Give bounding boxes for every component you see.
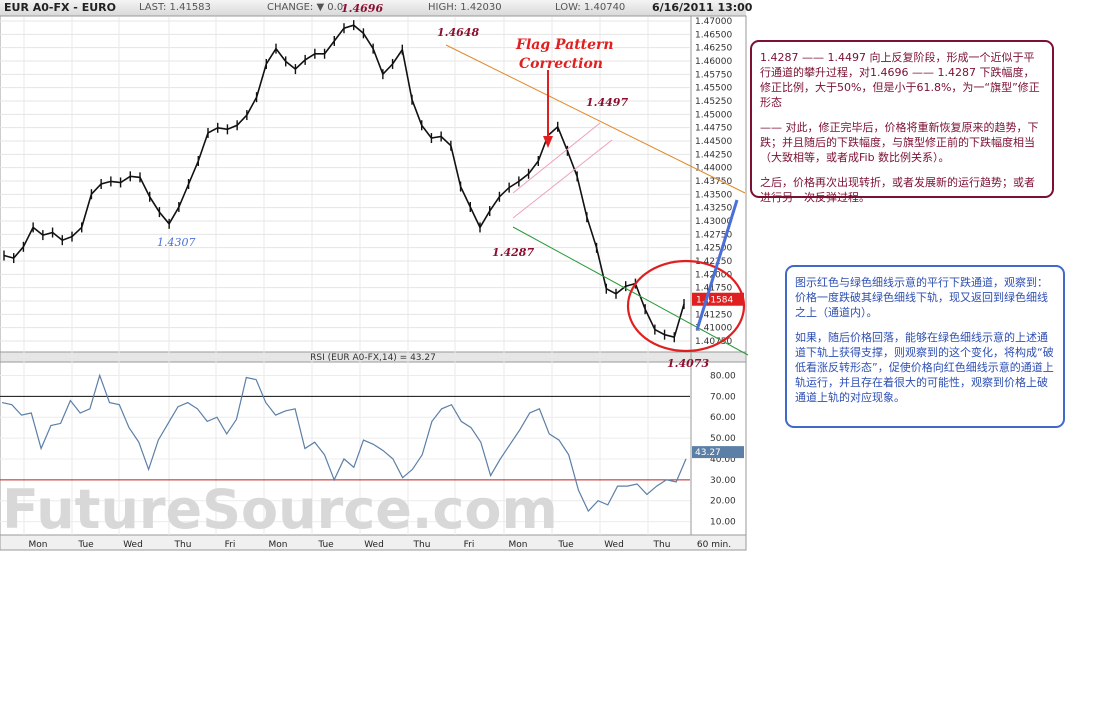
time-tick-label: Mon	[509, 540, 528, 550]
price-tick-label: 1.45000	[695, 110, 732, 120]
time-tick-label: Fri	[464, 540, 475, 550]
time-tick-label: Thu	[413, 540, 431, 550]
time-tick-label: Wed	[364, 540, 384, 550]
price-tick-label: 1.43500	[695, 190, 732, 200]
rsi-title-bar	[0, 351, 747, 363]
chart-border	[0, 15, 747, 551]
time-tick-label: Wed	[123, 540, 143, 550]
time-tick-label: Fri	[225, 540, 236, 550]
note-top-paragraph-2: —— 对此，修正完毕后，价格将重新恢复原来的趋势，下跌；并且随后的下跌幅度，与旗…	[760, 121, 1039, 164]
price-tick-label: 1.44000	[695, 164, 732, 174]
low-readout: LOW: 1.40740	[555, 2, 626, 13]
rsi-tick-label: 20.00	[710, 497, 736, 507]
watermark-layer: FutureSource.com	[2, 478, 558, 541]
price-tick-label: 1.41750	[695, 284, 732, 294]
price-series-layer	[3, 20, 685, 343]
flag-lower-line	[512, 139, 613, 219]
price-tick-label: 1.42500	[695, 244, 732, 254]
price-tick-label: 1.45750	[695, 70, 732, 80]
flag-title-line-2: Correction	[519, 56, 603, 72]
price-tick-label: 1.42750	[695, 230, 732, 240]
time-tick-label: 60 min.	[697, 540, 731, 550]
channel-upper-orange-line	[445, 44, 746, 194]
projection-arrow	[695, 199, 739, 331]
price-tick-label: 1.43750	[695, 177, 732, 187]
overlay-layer: 1.4696 1.4648 1.4497 1.4287 1.4307 1.4073 Flag…	[157, 2, 749, 370]
axis-layer: 1.47000 1.46500 1.46250 1.46000 1.45750 1.455…	[29, 17, 744, 550]
rsi-tag-bg	[692, 446, 744, 459]
rsi-tick-label: 70.00	[710, 392, 736, 402]
change-readout: CHANGE: ▼ 0.0	[267, 2, 344, 13]
time-tick-label: Thu	[174, 540, 192, 550]
flag-upper-line	[512, 122, 601, 194]
time-axis-bar	[0, 534, 747, 551]
high-readout: HIGH: 1.42030	[428, 2, 502, 13]
symbol-title: EUR A0-FX - EURO	[4, 1, 116, 14]
highlight-circle	[626, 259, 746, 353]
price-tick-label: 1.42250	[695, 257, 732, 267]
rsi-tick-label: 50.00	[710, 434, 736, 444]
price-tick-label: 1.44250	[695, 150, 732, 160]
label-1-4696: 1.4696	[341, 2, 383, 15]
rsi-title: RSI (EUR A0-FX,14) = 43.27	[310, 353, 436, 363]
label-1-4497: 1.4497	[586, 96, 628, 109]
time-tick-label: Tue	[557, 540, 574, 550]
time-tick-label: Mon	[29, 540, 48, 550]
time-tick-label: Tue	[317, 540, 334, 550]
price-tick-label: 1.45250	[695, 97, 732, 107]
chart-header-bar: EUR A0-FX - EURO LAST: 1.41583 CHANGE: ▼…	[0, 0, 752, 17]
price-tick-label: 1.44750	[695, 124, 732, 134]
rsi-tick-label: 10.00	[710, 518, 736, 528]
price-tick-label: 1.47000	[695, 17, 732, 27]
rsi-series-layer	[1, 373, 687, 513]
price-tick-label: 1.46500	[695, 30, 732, 40]
price-tick-label: 1.41000	[695, 324, 732, 334]
rsi-tick-label: 60.00	[710, 413, 736, 423]
label-1-4307: 1.4307	[157, 236, 196, 249]
price-tick-label: 1.46250	[695, 44, 732, 54]
label-1-4073: 1.4073	[667, 357, 709, 370]
flag-title-line-1: Flag Pattern	[515, 37, 614, 53]
analysis-note-bottom: 图示红色与绿色细线示意的平行下跌通道，观察到：价格一度跌破其绿色细线下轨，现又返…	[785, 265, 1065, 428]
price-tick-label: 1.40750	[695, 337, 732, 347]
rsi-current-tag: 43.27	[695, 448, 721, 458]
price-tick-label: 1.46000	[695, 57, 732, 67]
last-price-tag: 1.41584	[696, 296, 733, 306]
price-tick-label: 1.43000	[695, 217, 732, 227]
time-tick-label: Thu	[653, 540, 671, 550]
flag-arrow-head	[543, 136, 553, 148]
note-bottom-paragraph-1: 图示红色与绿色细线示意的平行下跌通道，观察到：价格一度跌破其绿色细线下轨，现又返…	[795, 276, 1048, 319]
price-tick-label: 1.45500	[695, 84, 732, 94]
rsi-tick-label: 40.00	[710, 455, 736, 465]
rsi-tick-label: 30.00	[710, 476, 736, 486]
price-tick-label: 1.44500	[695, 137, 732, 147]
note-top-paragraph-1: 1.4287 —— 1.4497 向上反复阶段，形成一个近似于平行通道的攀升过程…	[760, 51, 1040, 109]
watermark: FutureSource.com	[2, 478, 558, 541]
price-tick-label: 1.43250	[695, 204, 732, 214]
time-tick-label: Tue	[77, 540, 94, 550]
time-tick-label: Wed	[604, 540, 624, 550]
rsi-line	[1, 373, 687, 513]
price-tick-label: 1.41250	[695, 310, 732, 320]
note-top-paragraph-3: 之后，价格再次出现转折，或者发展新的运行趋势；或者进行另一次反弹过程。	[760, 176, 1035, 204]
last-price-readout: LAST: 1.41583	[139, 2, 211, 13]
label-1-4648: 1.4648	[437, 26, 479, 39]
rsi-tick-label: 80.00	[710, 371, 736, 381]
grid-layer	[0, 15, 747, 551]
note-bottom-paragraph-2: 如果，随后价格回落，能够在绿色细线示意的上述通道下轨上获得支撑，则观察到的这个变…	[795, 331, 1054, 404]
time-tick-label: Mon	[269, 540, 288, 550]
label-1-4287: 1.4287	[492, 246, 534, 259]
datetime-readout: 6/16/2011 13:00	[652, 1, 753, 14]
analysis-note-top: 1.4287 —— 1.4497 向上反复阶段，形成一个近似于平行通道的攀升过程…	[750, 40, 1054, 204]
